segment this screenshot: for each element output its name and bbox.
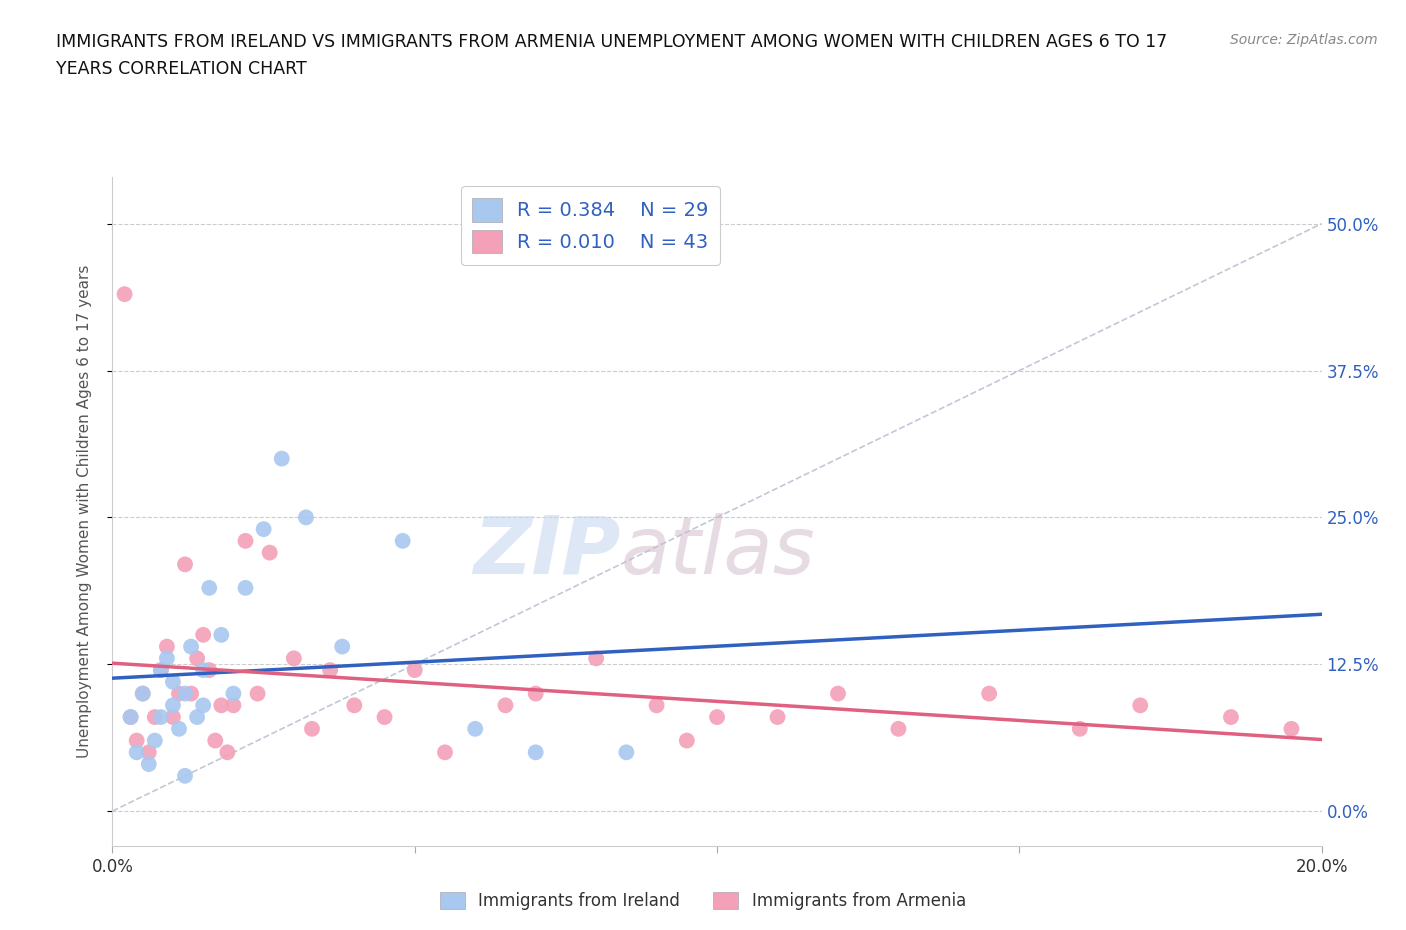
Point (827, 686, 849, 701)
Y-axis label: Unemployment Among Women with Children Ages 6 to 17 years: Unemployment Among Women with Children A… (77, 265, 91, 758)
Point (616, 745, 638, 760)
Point (977, 686, 1000, 701)
Point (174, 557, 197, 572)
Point (235, 534, 257, 549)
Point (167, 686, 190, 701)
Point (209, 628, 232, 643)
Legend: R = 0.384    N = 29, R = 0.010    N = 43: R = 0.384 N = 29, R = 0.010 N = 43 (461, 186, 720, 265)
Point (114, 286, 136, 301)
Point (495, 698, 517, 712)
Point (180, 686, 202, 701)
Point (198, 663, 221, 678)
Point (1279, 722, 1302, 737)
Point (645, 698, 668, 712)
Point (887, 722, 910, 737)
Point (675, 733, 697, 748)
Point (524, 745, 547, 760)
Point (330, 639, 353, 654)
Point (156, 639, 179, 654)
Point (246, 686, 269, 701)
Point (524, 686, 547, 701)
Point (283, 651, 305, 666)
Point (222, 686, 245, 701)
Point (120, 710, 142, 724)
Point (217, 745, 239, 760)
Point (132, 686, 155, 701)
Point (138, 757, 160, 772)
Point (198, 580, 221, 595)
Text: atlas: atlas (620, 512, 815, 591)
Point (162, 710, 184, 724)
Point (259, 545, 281, 560)
Point (186, 710, 208, 724)
Point (162, 674, 184, 689)
Text: ZIP: ZIP (472, 512, 620, 591)
Point (706, 710, 728, 724)
Point (301, 722, 323, 737)
Point (1129, 698, 1152, 712)
Point (391, 534, 413, 549)
Point (174, 686, 197, 701)
Point (295, 510, 318, 525)
Point (167, 722, 190, 737)
Point (149, 663, 172, 678)
Point (1220, 710, 1243, 724)
Text: IMMIGRANTS FROM IRELAND VS IMMIGRANTS FROM ARMENIA UNEMPLOYMENT AMONG WOMEN WITH: IMMIGRANTS FROM IRELAND VS IMMIGRANTS FR… (56, 33, 1167, 50)
Point (180, 639, 202, 654)
Point (186, 651, 208, 666)
Legend: Immigrants from Ireland, Immigrants from Armenia: Immigrants from Ireland, Immigrants from… (433, 885, 973, 917)
Point (174, 768, 197, 783)
Point (191, 663, 214, 678)
Point (143, 733, 166, 748)
Point (149, 663, 172, 678)
Point (343, 698, 366, 712)
Point (149, 710, 172, 724)
Point (162, 698, 184, 712)
Point (143, 710, 166, 724)
Point (1069, 722, 1091, 737)
Point (156, 651, 179, 666)
Point (766, 710, 789, 724)
Point (270, 451, 292, 466)
Point (585, 651, 607, 666)
Point (433, 745, 456, 760)
Point (132, 686, 155, 701)
Point (464, 722, 486, 737)
Point (374, 710, 396, 724)
Point (253, 522, 276, 537)
Text: YEARS CORRELATION CHART: YEARS CORRELATION CHART (56, 60, 307, 78)
Point (120, 710, 142, 724)
Point (319, 663, 342, 678)
Point (125, 733, 148, 748)
Point (138, 745, 160, 760)
Point (404, 663, 426, 678)
Point (235, 580, 257, 595)
Point (204, 733, 226, 748)
Point (222, 698, 245, 712)
Point (191, 628, 214, 643)
Point (191, 698, 214, 712)
Point (125, 745, 148, 760)
Point (209, 698, 232, 712)
Text: Source: ZipAtlas.com: Source: ZipAtlas.com (1230, 33, 1378, 46)
